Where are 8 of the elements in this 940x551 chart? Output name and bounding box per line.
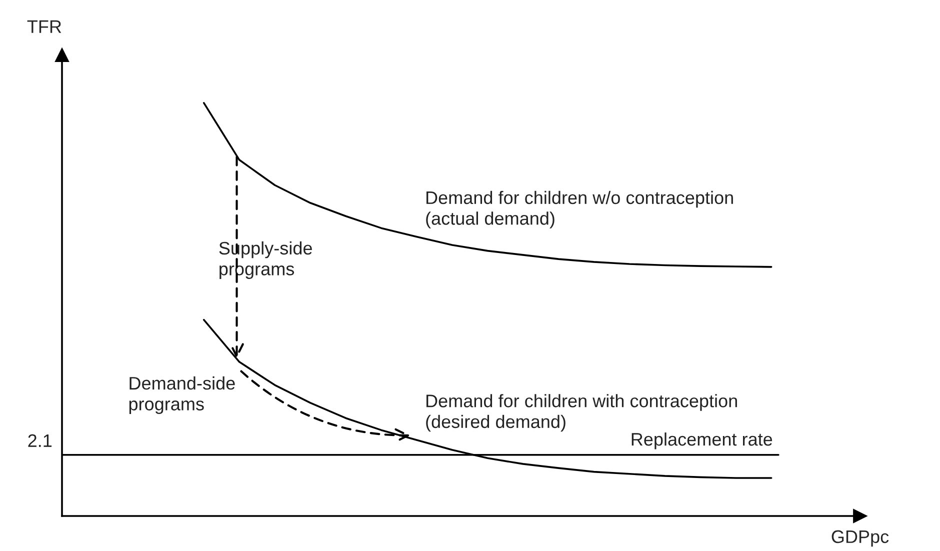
y-axis-title: TFR [27, 20, 62, 33]
annotation: Supply-side programs [219, 241, 312, 279]
series-label: Demand for children with contraception (desired demand) [426, 394, 737, 432]
text: 2.1 [28, 434, 52, 447]
ref-line-label: Replacement rate [632, 432, 772, 450]
x-axis-title: GDPpc [832, 530, 889, 547]
series-label: Demand for children w/o contraception (actual demand) [426, 190, 733, 228]
annotation: Demand-side programs [129, 376, 235, 414]
